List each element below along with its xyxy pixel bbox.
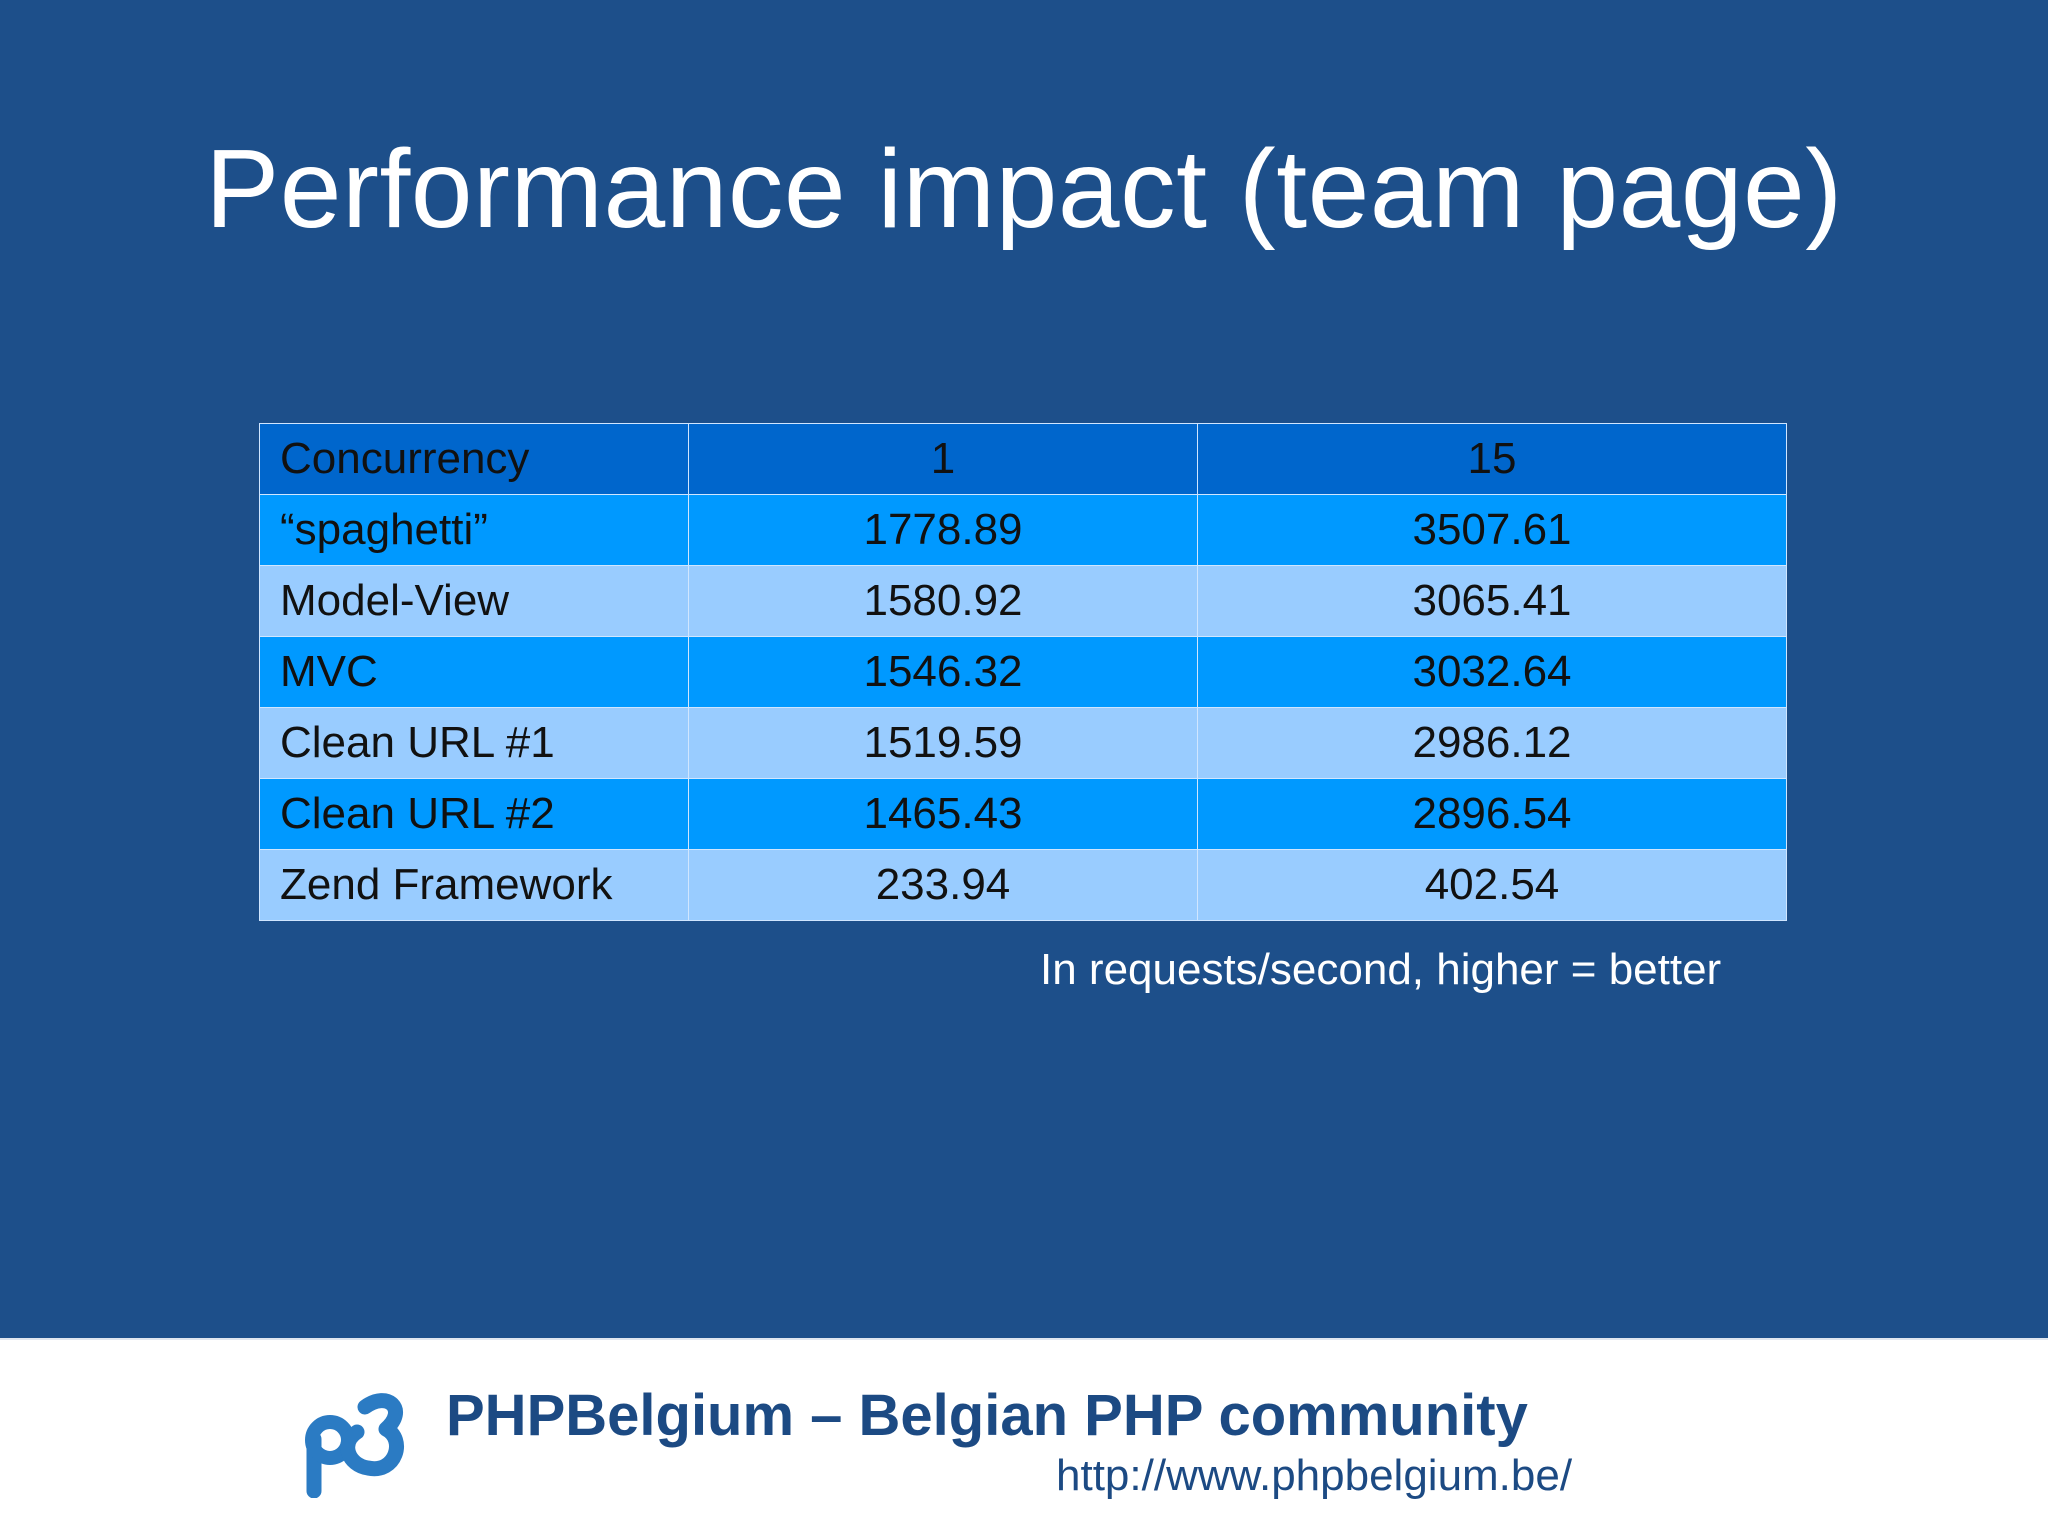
row-label: Clean URL #1 bbox=[259, 707, 689, 779]
presentation-slide: Performance impact (team page) Concurren… bbox=[205, 127, 1843, 994]
row-label: Zend Framework bbox=[259, 849, 689, 921]
row-value-15: 402.54 bbox=[1197, 849, 1787, 921]
row-value-1: 1546.32 bbox=[688, 636, 1198, 708]
slide-title: Performance impact (team page) bbox=[205, 127, 1843, 251]
table-row: Zend Framework 233.94 402.54 bbox=[259, 849, 1787, 921]
row-value-15: 2896.54 bbox=[1197, 778, 1787, 850]
table-row: MVC 1546.32 3032.64 bbox=[259, 636, 1787, 708]
row-label: Clean URL #2 bbox=[259, 778, 689, 850]
row-value-15: 3065.41 bbox=[1197, 565, 1787, 637]
table-note: In requests/second, higher = better bbox=[1040, 945, 1722, 994]
row-value-15: 2986.12 bbox=[1197, 707, 1787, 779]
row-value-1: 1465.43 bbox=[688, 778, 1198, 850]
table-row: Model-View 1580.92 3065.41 bbox=[259, 565, 1787, 637]
slide-footer: PHPBelgium – Belgian PHP community http:… bbox=[0, 1338, 2048, 1535]
row-value-15: 3507.61 bbox=[1197, 494, 1787, 566]
table-header-row: Concurrency 1 15 bbox=[259, 423, 1787, 495]
row-value-1: 1580.92 bbox=[688, 565, 1198, 637]
header-concurrency-1: 1 bbox=[688, 423, 1198, 495]
performance-table: Concurrency 1 15 “spaghetti” 1778.89 350… bbox=[259, 423, 1787, 921]
performance-table-container: Concurrency 1 15 “spaghetti” 1778.89 350… bbox=[259, 423, 1787, 921]
footer-url: http://www.phpbelgium.be/ bbox=[1056, 1451, 1573, 1500]
row-value-1: 233.94 bbox=[688, 849, 1198, 921]
row-value-15: 3032.64 bbox=[1197, 636, 1787, 708]
table-row: Clean URL #2 1465.43 2896.54 bbox=[259, 778, 1787, 850]
row-value-1: 1519.59 bbox=[688, 707, 1198, 779]
row-label: Model-View bbox=[259, 565, 689, 637]
table-row: Clean URL #1 1519.59 2986.12 bbox=[259, 707, 1787, 779]
row-label: “spaghetti” bbox=[259, 494, 689, 566]
table-row: “spaghetti” 1778.89 3507.61 bbox=[259, 494, 1787, 566]
row-label: MVC bbox=[259, 636, 689, 708]
phpbelgium-logo-icon bbox=[300, 1382, 408, 1499]
header-concurrency-15: 15 bbox=[1197, 423, 1787, 495]
footer-brand-title: PHPBelgium – Belgian PHP community bbox=[446, 1383, 1528, 1448]
header-concurrency: Concurrency bbox=[259, 423, 689, 495]
row-value-1: 1778.89 bbox=[688, 494, 1198, 566]
